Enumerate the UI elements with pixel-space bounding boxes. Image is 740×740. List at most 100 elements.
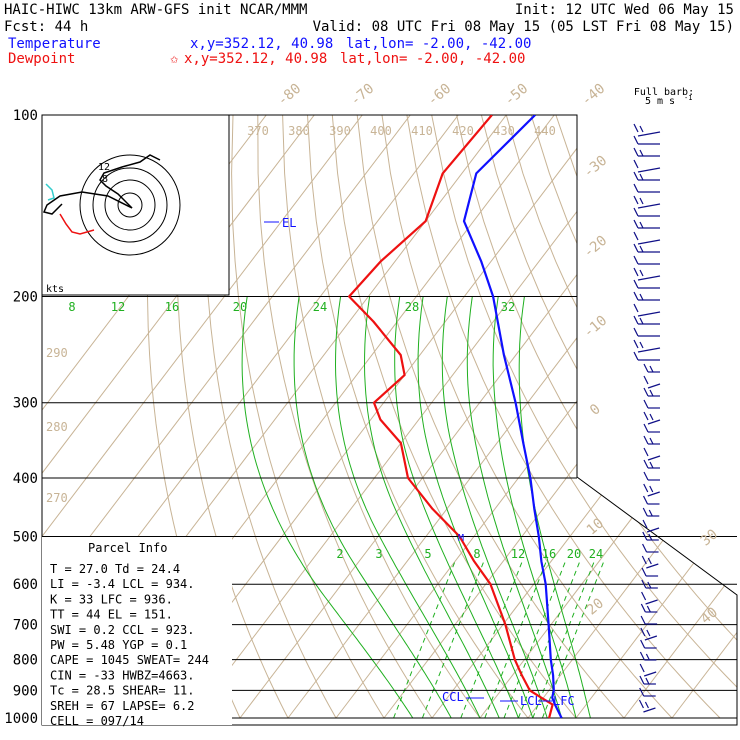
parcel-info-row: SREH = 67 LAPSE= 6.2 xyxy=(50,699,195,713)
hodograph-inset: 8 12 kts xyxy=(41,114,230,296)
wind-barb-flag xyxy=(633,183,639,193)
wind-barb-flag xyxy=(643,471,649,481)
mixing-ratio-label: 28 xyxy=(405,300,419,314)
wind-barb-flag xyxy=(643,435,649,445)
wind-barb-flag xyxy=(643,447,649,457)
mixing-ratio-line xyxy=(484,561,547,719)
dewpoint-legend-label: Dewpoint xyxy=(8,51,75,67)
theta-label: 420 xyxy=(452,124,474,138)
wind-barb-flag xyxy=(633,339,639,349)
temperature-profile xyxy=(462,115,563,719)
wind-barb-flag xyxy=(633,195,639,205)
isotherm-label: 0 xyxy=(587,401,604,419)
wind-barb-flag xyxy=(639,269,644,277)
hodograph-trace-lower-cyan xyxy=(45,183,55,201)
dry-adiabat xyxy=(530,115,737,719)
wind-barb-flag xyxy=(633,255,639,265)
wind-barb-staff xyxy=(637,275,661,281)
pressure-label: 300 xyxy=(13,396,38,412)
dry-adiabat xyxy=(406,115,721,719)
dewpoint-star-icon: ✩ xyxy=(170,51,179,67)
parcel-info-row: CELL = 097/14 xyxy=(50,714,144,728)
parcel-info-row: Tc = 28.5 SHEAR= 11. xyxy=(50,684,195,698)
wind-barb-flag xyxy=(633,171,639,181)
wind-barb-flag xyxy=(633,267,639,277)
mixing-ratio-line xyxy=(460,561,523,719)
wind-barb-flag xyxy=(633,147,639,157)
wind-barb-flag xyxy=(641,555,647,565)
wind-barb-staff xyxy=(647,455,661,461)
wind-barb-flag xyxy=(639,341,644,349)
wind-barb-flag xyxy=(646,605,651,613)
wind-barb-flag xyxy=(639,687,645,697)
moist-adiabat xyxy=(518,296,591,719)
isotherm-label: -50 xyxy=(502,81,532,110)
init-time: Init: 12 UTC Wed 06 May 15 xyxy=(515,2,734,18)
wind-barb-flag xyxy=(643,459,649,469)
wind-barb-flag xyxy=(633,243,639,253)
wind-barb-flag xyxy=(642,531,648,541)
parcel-info-panel: Parcel Info T = 27.0 Td = 24.4LI = -3.4 … xyxy=(42,537,232,728)
isotherm-label: -10 xyxy=(581,313,611,342)
theta-label: 430 xyxy=(493,124,515,138)
isotherm xyxy=(191,115,651,719)
isotherm-label: -20 xyxy=(581,233,611,262)
hodograph-ring-label: 12 xyxy=(98,162,110,173)
hodograph-ring-label: 8 xyxy=(102,174,108,185)
mixing-ratio-label: 12 xyxy=(111,300,125,314)
wind-barb-staff xyxy=(637,311,661,317)
wind-barb-flag xyxy=(639,245,644,253)
wind-barb-flag xyxy=(633,291,639,301)
dry-adiabat xyxy=(729,115,737,719)
wind-barb-flag xyxy=(639,651,645,661)
wind-barb-flag xyxy=(643,411,649,421)
wind-barb-flag xyxy=(642,507,648,517)
dry-adiabat xyxy=(480,115,737,719)
wind-barb-flag xyxy=(647,581,652,589)
isotherm-label: 40 xyxy=(698,604,721,627)
wind-barb-flag xyxy=(640,615,646,625)
wind-barb-staff xyxy=(646,563,659,569)
wind-barb-flag xyxy=(633,159,639,169)
hodograph-ring xyxy=(92,167,168,243)
dry-adiabat xyxy=(282,115,481,719)
isotherm-label: -70 xyxy=(348,81,378,110)
wind-barb-staff xyxy=(637,239,661,245)
dry-adiabat xyxy=(257,115,433,719)
hodograph-trace-surface-red xyxy=(59,213,95,235)
wind-barb-flag xyxy=(649,485,654,493)
mixing-ratio-label: 12 xyxy=(511,547,525,561)
level-markers: EL CCL LCL LFC M xyxy=(264,216,575,708)
theta-label: 370 xyxy=(247,124,269,138)
theta-label: 280 xyxy=(46,420,68,434)
wind-barb-staff xyxy=(647,491,660,497)
pressure-label: 600 xyxy=(13,577,38,593)
dewpoint-latlon: lat,lon= -2.00, -42.00 xyxy=(340,51,525,67)
pressure-label: 900 xyxy=(13,683,38,699)
dry-adiabat xyxy=(580,115,737,719)
dry-adiabat xyxy=(204,115,337,719)
isotherm-label: 10 xyxy=(584,515,607,538)
pressure-label: 400 xyxy=(13,471,38,487)
wind-barb-flag xyxy=(639,197,644,205)
parcel-info-row: LI = -3.4 LCL = 934. xyxy=(50,577,195,591)
wind-barb-flag xyxy=(633,351,639,361)
mixing-ratio-label: 20 xyxy=(233,300,247,314)
m-marker: M xyxy=(458,533,464,544)
wind-barb-flag xyxy=(643,399,649,409)
wind-barb-flag xyxy=(639,675,645,685)
mixing-ratio-line xyxy=(532,561,595,719)
wind-barb-flag xyxy=(639,663,645,673)
temperature-latlon: lat,lon= -2.00, -42.00 xyxy=(346,36,531,52)
wind-barb-flag xyxy=(639,149,644,157)
ccl-marker: CCL xyxy=(442,690,464,704)
dry-adiabat xyxy=(654,115,737,719)
wind-barb-flag xyxy=(639,293,644,301)
isotherm-label: -80 xyxy=(275,81,305,110)
hodograph-ring xyxy=(79,154,181,256)
wind-barb-flag xyxy=(640,627,646,637)
wind-barb-flag xyxy=(633,279,639,289)
wind-barb-flag xyxy=(644,701,649,709)
isotherm xyxy=(623,115,737,719)
